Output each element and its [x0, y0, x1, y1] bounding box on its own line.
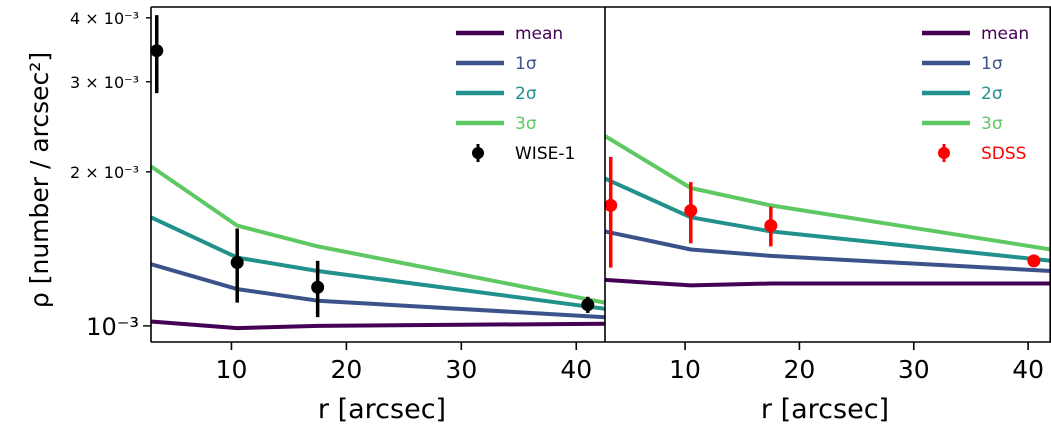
panel2-x-tick-label: 20: [784, 355, 816, 384]
panel2-observed-point: [604, 198, 618, 212]
panel2-legend-label-mean: mean: [981, 24, 1029, 44]
panel2-observed-point: [1027, 254, 1041, 268]
panel1-legend-observed-marker: [472, 147, 484, 159]
panel1-observed-point: [230, 256, 244, 270]
y-tick-label: 4 × 10⁻³: [70, 9, 139, 28]
panel1-observed-point: [311, 280, 325, 294]
panel2-legend-label-3sigma: 3σ: [981, 114, 1003, 134]
panel1-observed-point: [150, 44, 164, 58]
y-axis-label: ρ [number / arcsec²]: [25, 52, 54, 308]
panel1-legend-label-3sigma: 3σ: [515, 114, 537, 134]
panel1-x-tick-label: 10: [216, 355, 248, 384]
panel2-x-tick-label: 10: [669, 355, 701, 384]
panel1-observed-point: [581, 298, 595, 312]
panel2-observed-point: [764, 219, 778, 233]
panel2-legend-label-observed: SDSS: [981, 144, 1026, 164]
y-tick-label: 2 × 10⁻³: [70, 163, 139, 182]
panel1-series-mean-line: [150, 319, 606, 331]
panel2-series-3sigma-line: [603, 134, 1051, 252]
y-tick-label: 10⁻³: [86, 313, 139, 341]
panel2-series-1sigma-line: [604, 229, 1051, 273]
panel2-x-tick-label: 40: [1012, 355, 1044, 384]
panel1-series-3sigma-line: [149, 164, 606, 305]
panel2-x-axis-label: r [arcsec]: [761, 394, 889, 425]
panel2-observed-point: [684, 204, 698, 218]
panel1-legend-label-observed: WISE-1: [515, 144, 575, 164]
panel2-legend-observed-marker: [938, 147, 950, 159]
panel2-legend-label-1sigma: 1σ: [981, 54, 1003, 74]
panel1-x-axis-label: r [arcsec]: [318, 394, 446, 425]
panel1-legend-label-mean: mean: [515, 24, 563, 44]
panel2-series-mean-line: [604, 277, 1051, 288]
panel1-legend-label-2sigma: 2σ: [515, 84, 537, 104]
panel1-x-tick-label: 30: [445, 355, 477, 384]
panel1-x-tick-label: 20: [330, 355, 362, 384]
panel1-series-1sigma-line: [150, 262, 606, 320]
y-tick-label: 3 × 10⁻³: [70, 73, 139, 92]
panel1-x-tick-label: 40: [560, 355, 592, 384]
panel1-series-2sigma-line: [150, 215, 606, 311]
panel2-series-2sigma-line: [604, 176, 1051, 263]
panel1-legend-label-1sigma: 1σ: [515, 54, 537, 74]
panel2-legend-label-2sigma: 2σ: [981, 84, 1003, 104]
panel2-x-tick-label: 30: [898, 355, 930, 384]
